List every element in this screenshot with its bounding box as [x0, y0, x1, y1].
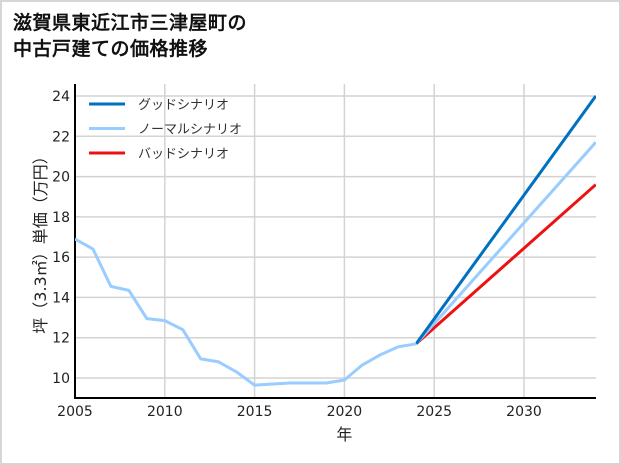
y-tick-label: 10: [52, 371, 70, 387]
x-tick-label: 2020: [327, 404, 363, 420]
x-tick-label: 2010: [147, 404, 183, 420]
y-tick-label: 14: [52, 290, 70, 306]
y-tick-label: 20: [52, 170, 70, 186]
chart-title-line1: 滋賀県東近江市三津屋町の: [13, 12, 248, 34]
x-tick-label: 2015: [237, 404, 273, 420]
x-tick-label: 2005: [57, 404, 93, 420]
legend-label: バッドシナリオ: [138, 147, 229, 162]
y-tick-label: 24: [52, 89, 70, 105]
y-tick-label: 18: [52, 210, 70, 226]
plot-area: [75, 95, 596, 387]
y-tick-label: 12: [52, 331, 70, 347]
y-tick-label: 22: [52, 129, 70, 145]
legend-label: グッドシナリオ: [138, 98, 229, 113]
x-tick-label: 2025: [416, 404, 452, 420]
y-tick-label: 16: [52, 250, 70, 266]
chart-title: 滋賀県東近江市三津屋町の 中古戸建ての価格推移: [13, 10, 247, 62]
x-axis-label: 年: [336, 425, 352, 444]
series-line: [414, 95, 596, 345]
x-tick-label: 2030: [506, 404, 542, 420]
chart-title-line2: 中古戸建ての価格推移: [13, 38, 209, 60]
series-line: [415, 141, 596, 345]
series-line: [415, 183, 596, 345]
series-line: [75, 237, 417, 387]
legend-label: ノーマルシナリオ: [138, 123, 242, 138]
y-axis-label: 坪（3.3㎡）単価（万円）: [31, 148, 50, 333]
